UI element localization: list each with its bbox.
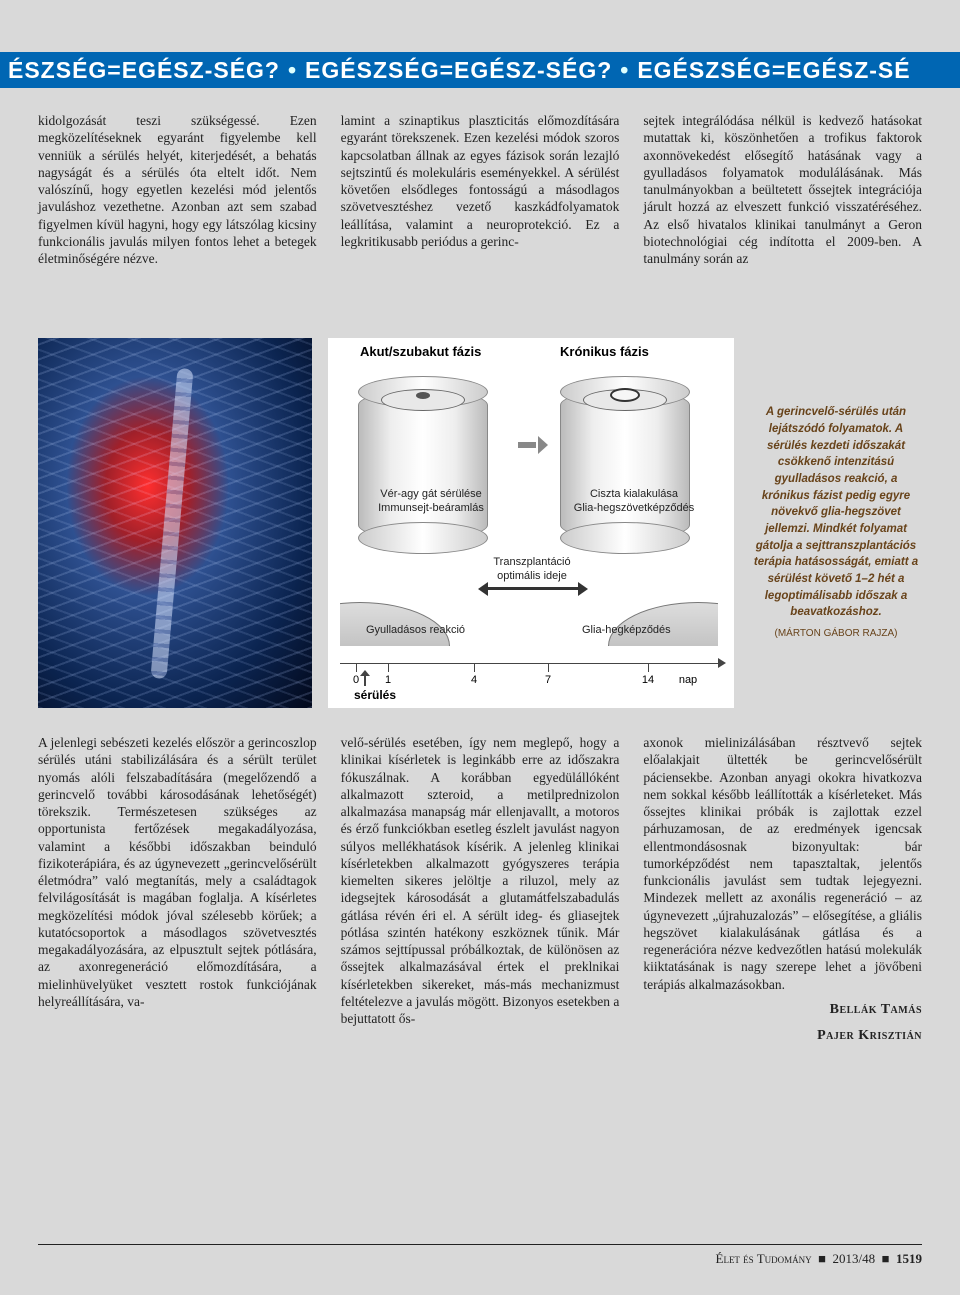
bottom-columns: A jelenlegi sebészeti kezelés először a …: [38, 734, 922, 1045]
x-tick: [548, 664, 549, 672]
injury-label: sérülés: [354, 688, 396, 702]
phase-acute-label: Akut/szubakut fázis: [360, 344, 481, 359]
caption-text: A gerincvelő-sérülés után lejátszódó fol…: [754, 406, 918, 618]
issue: 2013/48: [833, 1251, 876, 1266]
x-tick: [474, 664, 475, 672]
top-col-2: lamint a szinaptikus plaszticitás előmoz…: [341, 112, 620, 250]
figure-caption: A gerincvelő-sérülés után lejátszódó fol…: [750, 338, 922, 708]
magazine-name: Élet és Tudomány: [716, 1251, 812, 1266]
arrow-acute-to-chronic: [518, 436, 546, 454]
cylinder-chronic: [560, 390, 690, 540]
x-axis-line: [340, 663, 722, 664]
top-col-1: kidolgozását teszi szükségessé. Ezen meg…: [38, 112, 317, 267]
page-number: 1519: [896, 1251, 922, 1266]
label-left-2: Immunsejt-beáramlás: [366, 502, 496, 516]
x-axis-arrow: [718, 658, 726, 668]
x-tick: [356, 664, 357, 672]
x-tick: [648, 664, 649, 672]
header-banner: ÉSZSÉG=EGÉSZ-SÉG? • EGÉSZSÉG=EGÉSZ-SÉG? …: [0, 52, 960, 88]
label-right-1: Ciszta kialakulása: [564, 488, 704, 502]
x-tick-label: 0: [353, 674, 359, 686]
page-footer: Élet és Tudomány ■ 2013/48 ■ 1519: [38, 1244, 922, 1267]
cylinder-acute: [358, 390, 488, 540]
x-tick-label: 1: [385, 674, 391, 686]
bot-col-3: axonok mielinizálásában résztvevő sejtek…: [643, 734, 922, 993]
banner-seg-2: EGÉSZSÉG=EGÉSZ-SÉG?: [305, 57, 612, 84]
bot-col-1: A jelenlegi sebészeti kezelés először a …: [38, 734, 317, 1010]
label-right-2: Glia-hegszövetképződés: [564, 502, 704, 516]
curve-left-label: Gyulladásos reakció: [366, 624, 465, 638]
phase-chronic-label: Krónikus fázis: [560, 344, 649, 359]
phase-diagram: Akut/szubakut fázis Krónikus fázis Vér-a…: [328, 338, 734, 708]
x-unit-label: nap: [679, 674, 697, 686]
bot-col-2: velő-sérülés esetében, így nem meglepő, …: [341, 734, 620, 1028]
banner-dot-2: •: [612, 57, 637, 84]
x-tick: [388, 664, 389, 672]
x-tick-label: 7: [545, 674, 551, 686]
author-2: Pajer Krisztián: [643, 1027, 922, 1045]
banner-seg-1: ÉSZSÉG=EGÉSZ-SÉG?: [8, 57, 280, 84]
x-tick-label: 14: [642, 674, 654, 686]
banner-seg-3: EGÉSZSÉG=EGÉSZ-SÉ: [637, 57, 910, 84]
top-columns: kidolgozását teszi szükségessé. Ezen meg…: [38, 112, 922, 267]
top-col-3: sejtek integrálódása nélkül is kedvező h…: [643, 112, 922, 267]
label-center: Transzplantáció optimális ideje: [472, 556, 592, 584]
x-tick-label: 4: [471, 674, 477, 686]
curve-right-label: Glia-hegképződés: [582, 624, 671, 638]
injury-up-arrow: [360, 672, 370, 686]
caption-credit: (MÁRTON GÁBOR RAJZA): [750, 627, 922, 642]
double-arrow-optimal: [478, 582, 588, 596]
label-left-1: Vér-agy gát sérülése: [366, 488, 496, 502]
author-1: Bellák Tamás: [643, 1001, 922, 1019]
figure-row: Akut/szubakut fázis Krónikus fázis Vér-a…: [38, 338, 922, 708]
spine-illustration: [38, 338, 312, 708]
banner-dot-1: •: [280, 57, 305, 84]
